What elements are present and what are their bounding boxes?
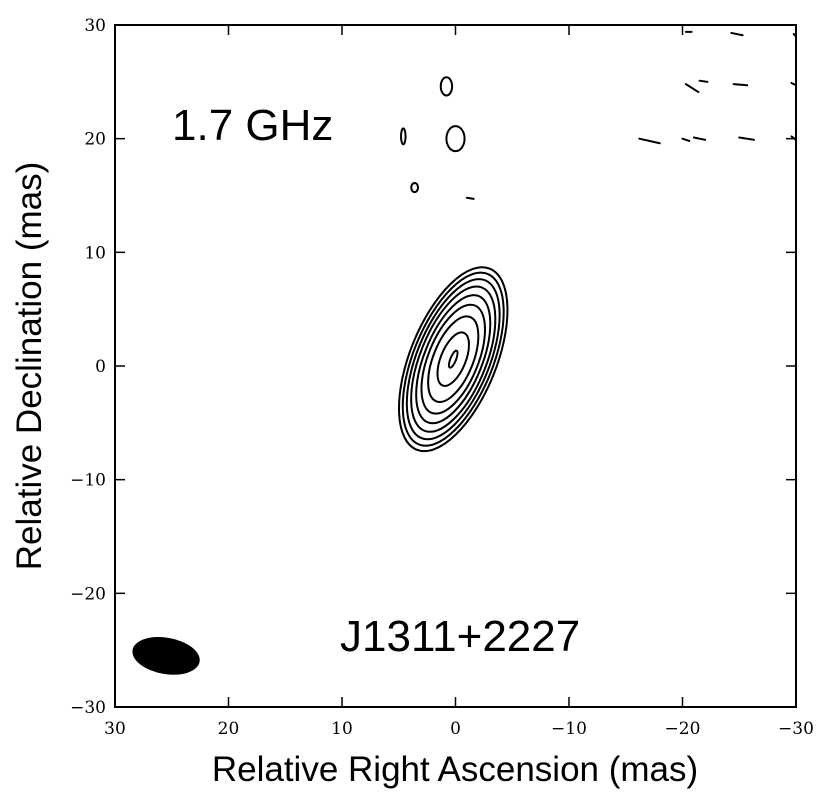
source-name-annotation: J1311+2227 xyxy=(340,612,580,661)
x-tick-label: 10 xyxy=(331,719,353,739)
plot-frame xyxy=(114,24,797,708)
y-tick-label: 10 xyxy=(84,243,106,263)
noise-contour-4 xyxy=(410,181,420,194)
source-contour-9 xyxy=(447,349,459,369)
noise-dash-9 xyxy=(638,137,661,145)
source-contour-7 xyxy=(427,315,480,403)
y-tick-label: −20 xyxy=(70,584,106,604)
source-contour-8 xyxy=(436,331,470,387)
noise-contour-3 xyxy=(445,125,466,153)
noise-dash-12 xyxy=(738,136,756,141)
frequency-annotation: 1.7 GHz xyxy=(172,101,333,150)
source-contour-1 xyxy=(398,266,509,453)
y-tick-label: −10 xyxy=(70,471,106,491)
x-tick-label: −30 xyxy=(778,719,814,739)
x-tick-label: 20 xyxy=(218,719,240,739)
noise-dash-10 xyxy=(681,137,691,142)
source-contour-4 xyxy=(410,285,497,433)
noise-dash-6 xyxy=(698,79,709,83)
source-contour-2 xyxy=(401,271,505,447)
x-tick-label: 30 xyxy=(104,719,126,739)
noise-dash-1 xyxy=(465,196,475,200)
x-axis-title: Relative Right Ascension (mas) xyxy=(212,750,698,789)
x-tick-label: 0 xyxy=(450,719,461,739)
x-tick-label: −10 xyxy=(551,719,587,739)
y-tick-label: 30 xyxy=(84,16,106,36)
y-tick-label: −30 xyxy=(70,698,106,718)
noise-dash-5 xyxy=(684,83,700,94)
y-tick-label: 20 xyxy=(84,130,106,150)
x-tick-label: −20 xyxy=(665,719,701,739)
y-tick-label: 0 xyxy=(95,357,106,377)
plot-content xyxy=(132,30,797,675)
noise-contour-1 xyxy=(439,76,454,97)
noise-dash-11 xyxy=(692,136,707,141)
noise-dash-3 xyxy=(730,31,744,37)
source-contour-5 xyxy=(415,294,492,425)
beam-ellipse xyxy=(132,636,200,675)
noise-dash-7 xyxy=(732,83,749,87)
noise-contour-2 xyxy=(400,127,407,146)
source-contour-3 xyxy=(405,278,501,441)
source-contour-6 xyxy=(420,303,486,415)
y-axis-title: Relative Declination (mas) xyxy=(10,162,49,570)
